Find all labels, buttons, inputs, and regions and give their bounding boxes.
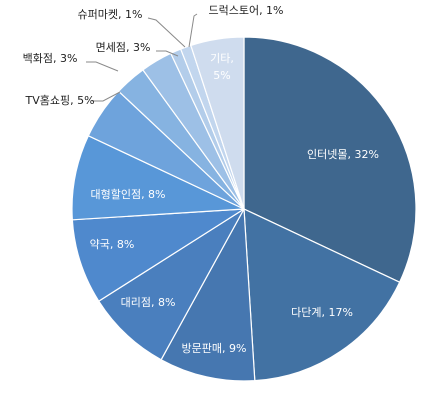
data-label-4: 대리점, 8% [121,296,176,309]
data-label-1: 인터넷몰, 32% [307,148,379,161]
data-label-9: 면세점, 3% [96,41,151,54]
pie-slice-2 [243,208,401,382]
slices-layer [71,36,417,382]
data-label-10: 슈퍼마켓, 1% [78,8,143,21]
labels-layer: 인터넷몰, 32% 다단계, 17% 방문판매, 9% 대리점, 8% 약국, 8% 대형… [23,4,379,355]
data-label-7: TV홈쇼핑, 5% [24,93,94,107]
data-label-12: 기타, 5% [210,52,234,82]
data-label-5: 약국, 8% [90,237,135,251]
data-label-8: 백화점, 3% [23,52,78,65]
leader-lines-layer [86,13,198,102]
leader-line-9 [156,50,179,57]
data-label-11: 드럭스토어, 1% [208,4,283,17]
leader-line-8 [86,61,119,72]
leader-line-11 [188,13,198,48]
pie-slice-1 [243,36,417,284]
pie-slice-3 [160,206,256,382]
data-label-3: 방문판매, 9% [182,342,247,355]
leader-line-7 [92,91,121,102]
pie-slice-12 [190,36,245,210]
data-label-2: 다단계, 17% [291,306,353,319]
data-label-6: 대형할인점, 8% [90,188,165,201]
leader-line-10 [147,17,186,48]
